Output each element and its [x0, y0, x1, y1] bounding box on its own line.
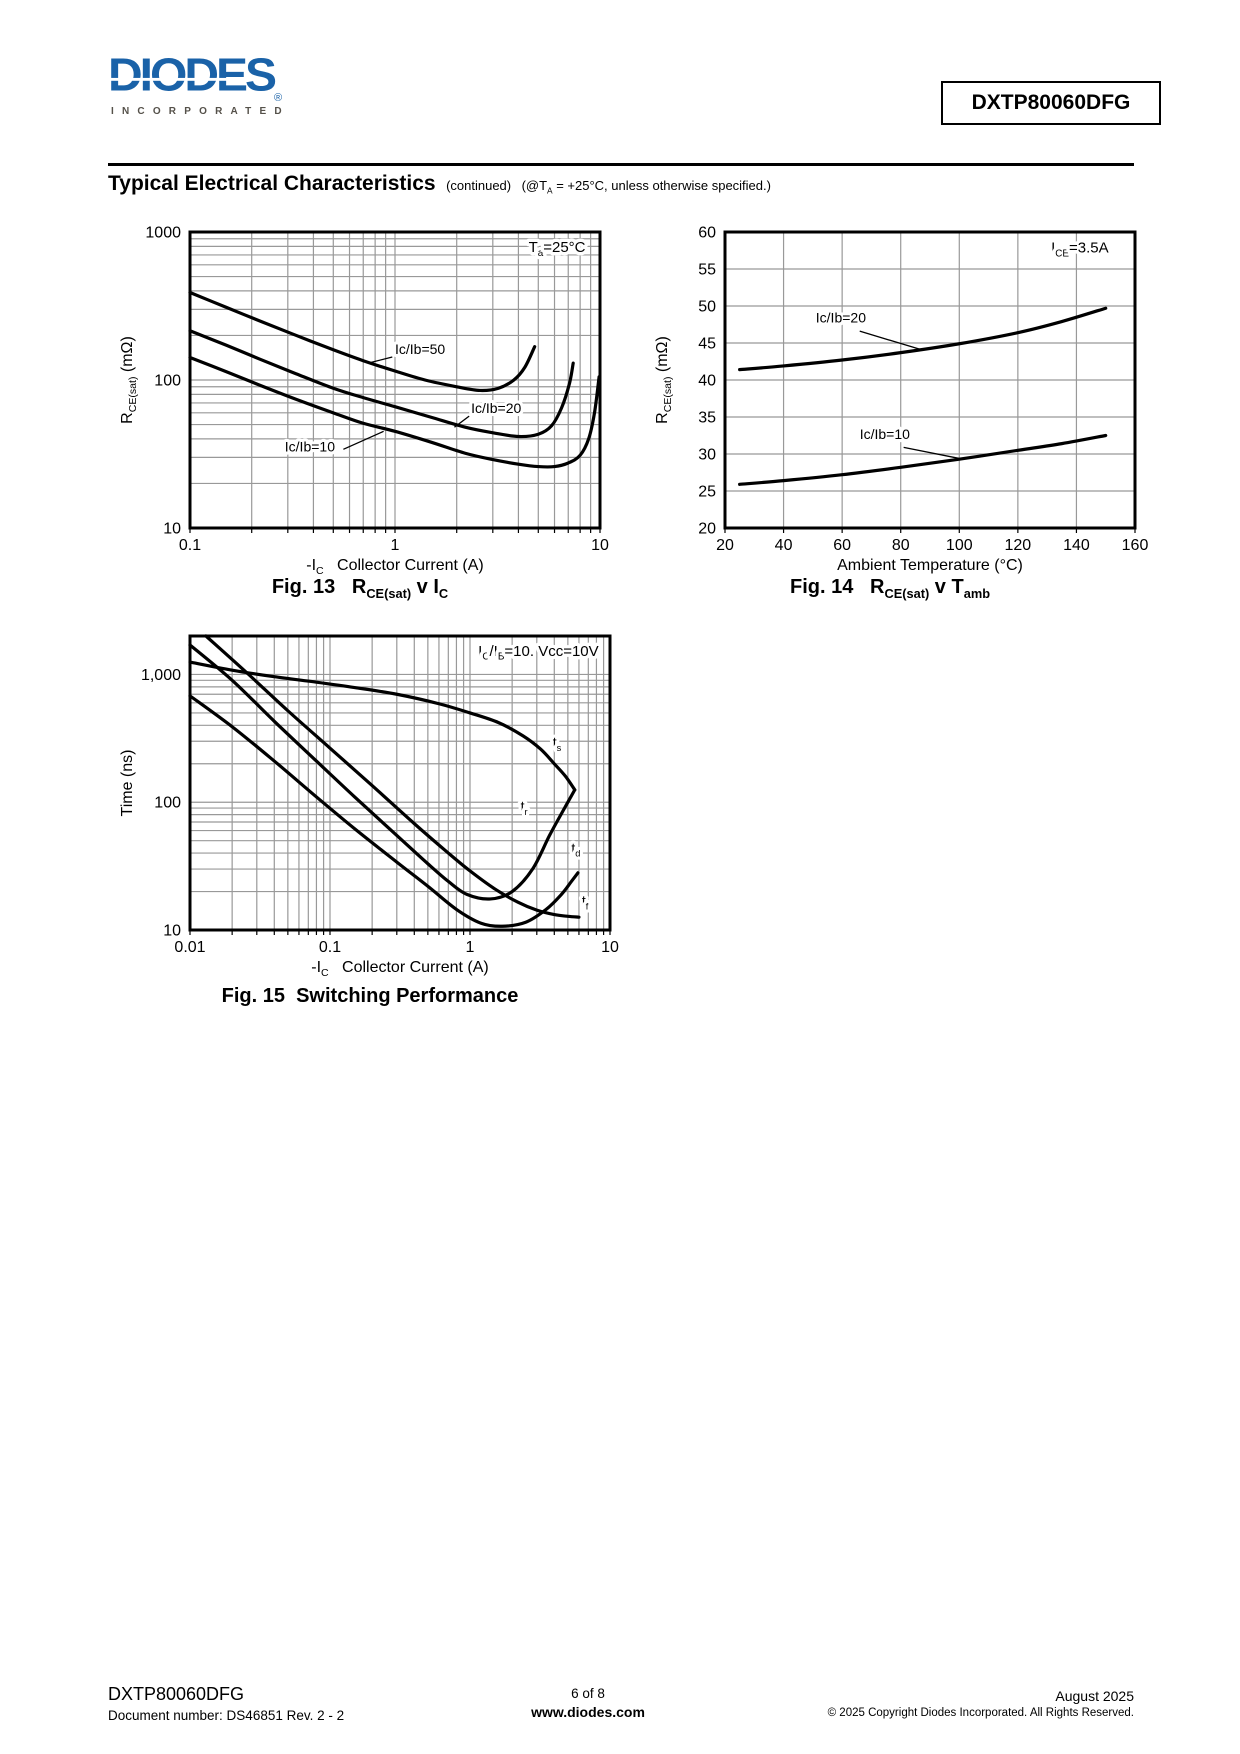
part-number: DXTP80060DFG — [971, 91, 1131, 114]
svg-text:1: 1 — [391, 537, 400, 554]
diodes-logo-wordmark: DIODES — [108, 50, 277, 101]
fig14-caption: Fig. 14 RCE(sat) v Tamb — [789, 576, 991, 601]
svg-text:10: 10 — [591, 537, 609, 554]
svg-text:tf: tf — [582, 893, 589, 912]
svg-text:25: 25 — [698, 484, 716, 501]
svg-text:-IC Collector Current (A): -IC Collector Current (A) — [311, 959, 488, 979]
svg-text:40: 40 — [698, 373, 716, 390]
svg-text:td: td — [571, 840, 580, 859]
footer-left: DXTP80060DFG Document number: DS46851 Re… — [108, 1684, 344, 1723]
section-continued: (continued) — [446, 178, 512, 193]
svg-text:50: 50 — [698, 299, 716, 316]
svg-text:0.01: 0.01 — [174, 939, 205, 956]
svg-text:20: 20 — [716, 537, 734, 554]
svg-text:40: 40 — [775, 537, 793, 554]
svg-text:60: 60 — [698, 225, 716, 242]
footer-website-link[interactable]: www.diodes.com — [531, 1704, 645, 1720]
svg-text:55: 55 — [698, 262, 716, 279]
svg-text:Ta=25°C: Ta=25°C — [529, 239, 586, 259]
footer-date: August 2025 — [1055, 1688, 1134, 1704]
section-header: Typical Electrical Characteristics (cont… — [108, 172, 1168, 196]
svg-text:Time (ns): Time (ns) — [119, 750, 136, 817]
svg-text:160: 160 — [1122, 537, 1149, 554]
diodes-logo: DIODES® INCORPORATED — [108, 52, 318, 117]
svg-text:1,000: 1,000 — [141, 667, 181, 684]
svg-text:120: 120 — [1005, 537, 1032, 554]
svg-text:1000: 1000 — [145, 225, 181, 242]
fig15-switching-performance-chart: ts tr td tf IC/IB=10. Vcc=10V 0.01 0.1 1 10 10 100… — [119, 634, 619, 979]
footer-document-number: Document number: DS46851 Rev. 2 - 2 — [108, 1708, 345, 1723]
svg-text:60: 60 — [833, 537, 851, 554]
svg-text:10: 10 — [163, 923, 181, 940]
svg-text:0.1: 0.1 — [179, 537, 201, 554]
svg-text:RCE(sat) (mΩ): RCE(sat) (mΩ) — [119, 336, 139, 424]
svg-text:100: 100 — [946, 537, 973, 554]
svg-text:0.1: 0.1 — [319, 939, 341, 956]
svg-text:10: 10 — [163, 521, 181, 538]
fig13-caption: Fig. 13 RCE(sat) v IC — [271, 576, 449, 601]
fig15-caption: Fig. 15 Switching Performance — [221, 985, 519, 1007]
svg-text:Ic/Ib=10: Ic/Ib=10 — [860, 426, 910, 442]
svg-text:ICE=3.5A: ICE=3.5A — [1051, 240, 1109, 260]
svg-text:140: 140 — [1063, 537, 1090, 554]
footer-copyright: © 2025 Copyright Diodes Incorporated. Al… — [827, 1707, 1134, 1719]
svg-text:1: 1 — [466, 939, 475, 956]
fig13-rcesat-vs-ic-chart: Ic/Ib=50 Ic/Ib=20 Ic/Ib=10 Ta=25°C 0.1 1 10 10 1… — [119, 225, 609, 578]
svg-text:80: 80 — [892, 537, 910, 554]
diodes-logo-incorporated: INCORPORATED — [111, 106, 290, 117]
part-number-box: DXTP80060DFG — [941, 81, 1161, 125]
svg-text:Ic/Ib=20: Ic/Ib=20 — [471, 400, 521, 416]
svg-text:Ic/Ib=50: Ic/Ib=50 — [395, 341, 445, 357]
svg-text:35: 35 — [698, 410, 716, 427]
svg-text:100: 100 — [154, 373, 181, 390]
svg-text:Ic/Ib=10: Ic/Ib=10 — [285, 438, 335, 454]
svg-text:20: 20 — [698, 521, 716, 538]
svg-text:-IC Collector Current (A): -IC Collector Current (A) — [306, 557, 483, 577]
registered-trademark-icon: ® — [274, 92, 283, 104]
footer-page-indicator: 6 of 8 — [571, 1686, 605, 1701]
footer-center: 6 of 8 www.diodes.com — [438, 1686, 738, 1720]
svg-text:IC/IB=10. Vcc=10V: IC/IB=10. Vcc=10V — [478, 643, 598, 663]
svg-text:30: 30 — [698, 447, 716, 464]
fig14-rcesat-vs-tamb-chart: Ic/Ib=20 Ic/Ib=10 ICE=3.5A 20 40 60 80 100 120 14… — [654, 225, 1149, 575]
footer-right: August 2025 © 2025 Copyright Diodes Inco… — [828, 1688, 1134, 1719]
svg-text:RCE(sat) (mΩ): RCE(sat) (mΩ) — [654, 336, 674, 424]
svg-text:Ic/Ib=20: Ic/Ib=20 — [816, 309, 866, 325]
section-note: (@TA = +25°C, unless otherwise specified… — [521, 178, 771, 196]
svg-text:45: 45 — [698, 336, 716, 353]
svg-text:10: 10 — [601, 939, 619, 956]
svg-text:100: 100 — [154, 795, 181, 812]
footer-part-number: DXTP80060DFG — [108, 1684, 245, 1704]
section-divider — [108, 163, 1134, 166]
section-title: Typical Electrical Characteristics — [108, 172, 436, 195]
svg-text:ts: ts — [553, 734, 562, 753]
svg-text:tr: tr — [521, 798, 528, 817]
svg-text:Ambient Temperature (°C): Ambient Temperature (°C) — [837, 557, 1023, 574]
